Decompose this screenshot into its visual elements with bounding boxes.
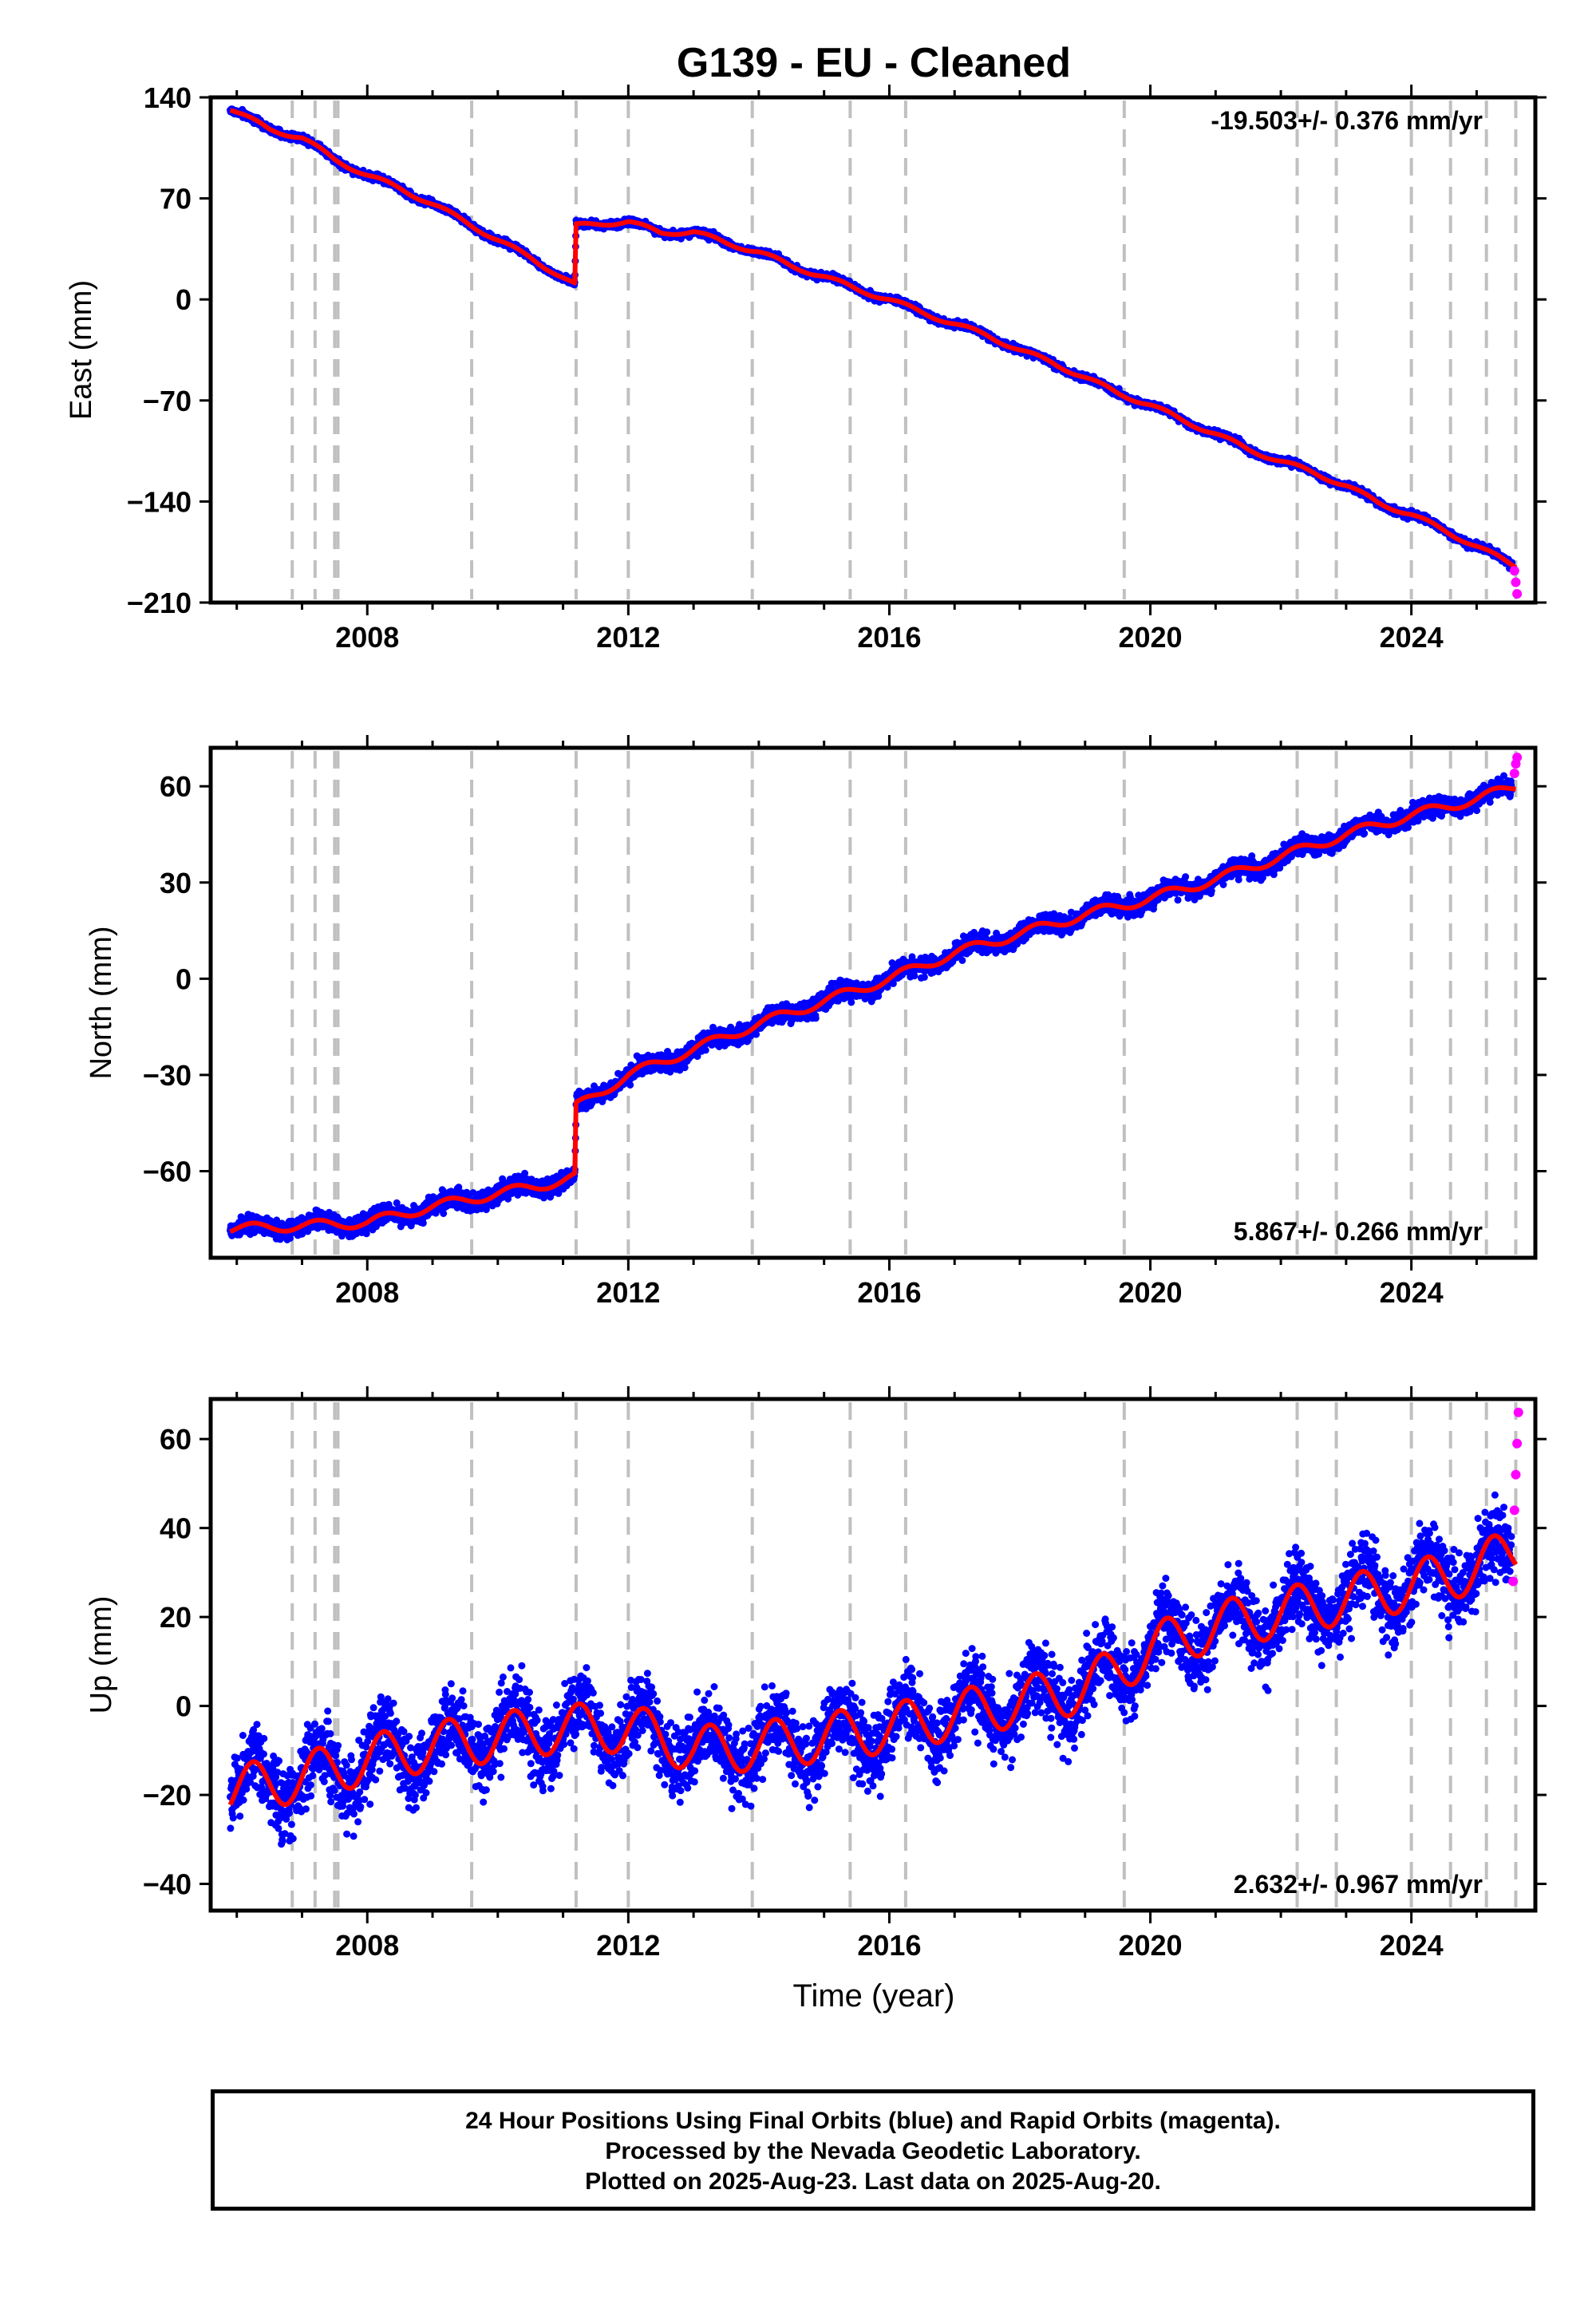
rapid-orbit-point	[1511, 1469, 1521, 1480]
y-tick-label: 60	[160, 770, 192, 803]
y-tick-label: 0	[176, 962, 192, 995]
velocity-rate-label: -19.503+/- 0.376 mm/yr	[1211, 106, 1483, 135]
rapid-orbit-point	[1512, 753, 1523, 763]
x-tick-label: 2008	[335, 1276, 399, 1309]
x-tick-label: 2008	[335, 1929, 399, 1962]
rapid-orbit-point	[1512, 589, 1523, 599]
rapid-orbit-point	[1509, 1505, 1519, 1516]
x-tick-label: 2020	[1118, 1276, 1182, 1309]
rapid-orbit-point	[1512, 1438, 1523, 1448]
velocity-rate-label: 5.867+/- 0.266 mm/yr	[1234, 1217, 1483, 1246]
footer-line-1: 24 Hour Positions Using Final Orbits (bl…	[465, 2108, 1281, 2134]
y-tick-label: −60	[143, 1155, 192, 1188]
y-tick-label: 0	[176, 1690, 192, 1723]
velocity-rate-label: 2.632+/- 0.967 mm/yr	[1234, 1870, 1483, 1899]
y-tick-label: 70	[160, 183, 192, 215]
x-tick-label: 2020	[1118, 621, 1182, 654]
y-axis-label: East (mm)	[65, 280, 98, 420]
y-tick-label: 60	[160, 1423, 192, 1456]
plot-frame	[208, 745, 1538, 1260]
panel-east: −210 −140 −70 0 70 140 2008 2012 2016 2020 2024 Eas…	[65, 81, 1547, 654]
y-tick-label: 0	[176, 283, 192, 316]
y-tick-label: −40	[143, 1868, 192, 1901]
panels: −210 −140 −70 0 70 140 2008 2012 2016 2020 2024 Eas…	[65, 81, 1547, 1962]
y-tick-label: −140	[127, 485, 192, 518]
rapid-orbit-point	[1508, 1576, 1519, 1587]
y-tick-label: −20	[143, 1779, 192, 1812]
x-tick-label: 2012	[596, 1929, 660, 1962]
y-tick-label: −210	[127, 587, 192, 619]
x-tick-label: 2016	[857, 621, 921, 654]
rapid-orbit-point	[1511, 577, 1521, 587]
x-tick-label: 2016	[857, 1276, 921, 1309]
y-tick-label: −70	[143, 385, 192, 417]
final-orbit-positions	[227, 1491, 1516, 1848]
model-trend-line	[228, 108, 1518, 570]
plot-frame	[208, 95, 1538, 605]
model-trend-line	[228, 785, 1518, 1235]
panel-up: −40 −20 0 20 40 60 2008 2012 2016 2020 2024 Up (mm)…	[85, 1386, 1547, 1962]
figure-title: G139 - EU - Cleaned	[677, 40, 1071, 86]
y-axis-label: North (mm)	[85, 926, 118, 1079]
y-tick-label: −30	[143, 1059, 192, 1092]
x-tick-label: 2012	[596, 1276, 660, 1309]
rapid-orbit-point	[1513, 1407, 1523, 1417]
x-tick-label: 2012	[596, 621, 660, 654]
rapid-orbit-point	[1509, 566, 1519, 576]
x-tick-label: 2024	[1380, 1929, 1444, 1962]
x-tick-label: 2016	[857, 1929, 921, 1962]
y-tick-label: 140	[144, 81, 192, 114]
x-tick-label: 2008	[335, 621, 399, 654]
model-trend-line	[227, 1533, 1518, 1808]
footer-line-2: Processed by the Nevada Geodetic Laborat…	[605, 2138, 1141, 2164]
y-tick-label: 30	[160, 867, 192, 899]
x-tick-label: 2024	[1380, 621, 1444, 654]
x-axis-label: Time (year)	[793, 1978, 955, 2014]
x-tick-label: 2020	[1118, 1929, 1182, 1962]
y-tick-label: 20	[160, 1601, 192, 1634]
footer-line-3: Plotted on 2025-Aug-23. Last data on 202…	[585, 2168, 1161, 2195]
final-orbit-positions	[227, 105, 1516, 572]
y-axis-label: Up (mm)	[85, 1596, 118, 1714]
final-orbit-positions	[227, 772, 1516, 1243]
y-tick-label: 40	[160, 1512, 192, 1545]
panel-north: −60 −30 0 30 60 2008 2012 2016 2020 2024 North (mm…	[85, 735, 1547, 1309]
processing-info-box: 24 Hour Positions Using Final Orbits (bl…	[211, 2089, 1535, 2211]
rapid-orbit-point	[1509, 769, 1519, 779]
x-tick-label: 2024	[1380, 1276, 1444, 1309]
plot-frame	[208, 1397, 1538, 1913]
